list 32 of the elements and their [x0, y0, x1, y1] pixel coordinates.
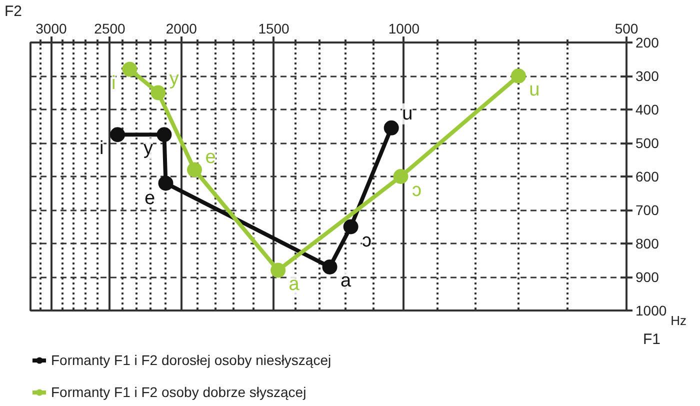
annotation: u — [402, 103, 413, 124]
x-tick-label: 3000 — [36, 20, 68, 36]
annotation: e — [144, 188, 156, 210]
y-tick-label: 300 — [636, 68, 660, 84]
y-tick-label: 700 — [636, 202, 660, 218]
x-tick-label: 500 — [614, 20, 638, 36]
y-tick-label: 800 — [636, 236, 660, 252]
annotation: y — [143, 138, 154, 160]
y-tick-label: 500 — [636, 135, 660, 151]
x-tick-label: 2000 — [166, 20, 198, 36]
annotation: y — [169, 68, 180, 90]
x-tick-label: 1500 — [258, 20, 290, 36]
y-tick-label: 200 — [636, 34, 660, 50]
legend-label: Formanty F1 i F2 osoby dobrze słyszącej — [51, 384, 306, 400]
y-tick-label: 600 — [636, 168, 660, 184]
y-tick-label: 1000 — [636, 302, 667, 318]
y-tick-label: 900 — [636, 269, 660, 285]
annotation: i — [99, 138, 104, 160]
annotation: a — [288, 274, 300, 295]
annotation: e — [205, 146, 216, 168]
y-axis-title: F1 — [642, 331, 661, 348]
annotation: i — [112, 72, 116, 94]
x-axis-title: F2 — [4, 3, 22, 20]
legend-label: Formanty F1 i F2 dorosłej osoby niesłyszącej — [51, 352, 332, 368]
annotation: ɔ — [362, 230, 372, 252]
annotation: ɔ — [412, 180, 422, 201]
annotation: u — [529, 80, 540, 100]
x-tick-label: 2500 — [94, 20, 126, 36]
annotation: a — [340, 270, 352, 292]
y-tick-label: 400 — [636, 102, 660, 118]
text: Hz — [670, 313, 686, 328]
x-tick-label: 1000 — [388, 20, 420, 36]
